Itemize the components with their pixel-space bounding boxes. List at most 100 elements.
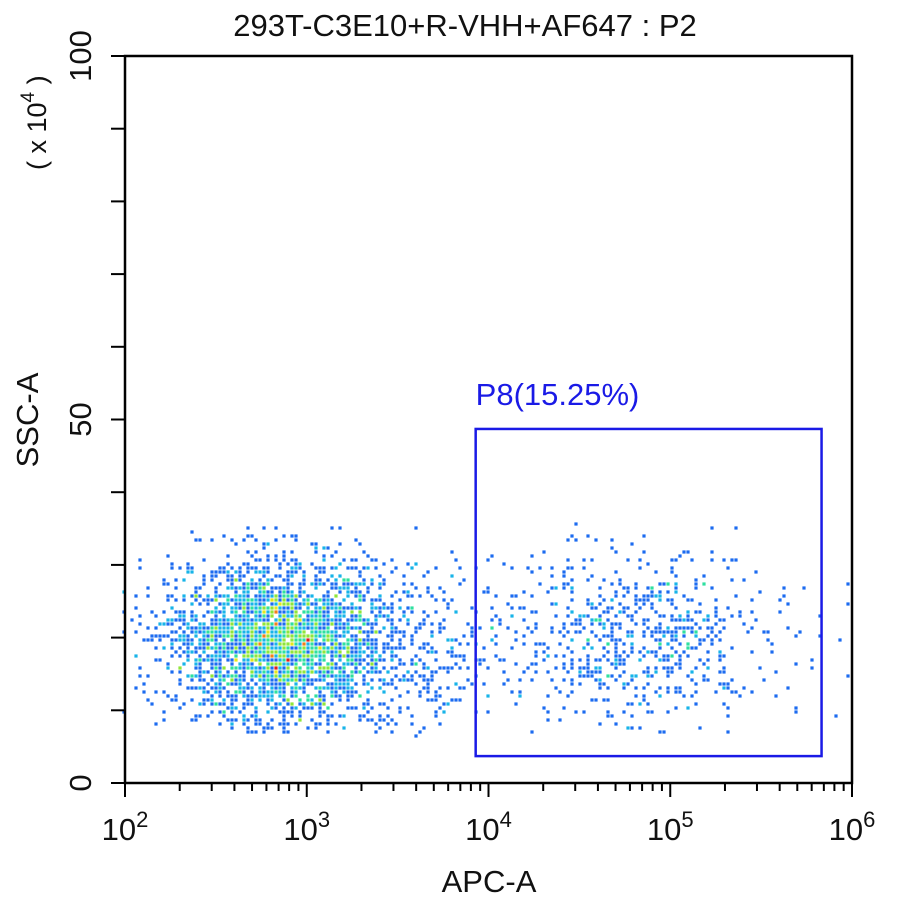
event-dot xyxy=(190,570,194,574)
event-dot xyxy=(686,618,690,622)
event-dot xyxy=(282,666,286,670)
event-dot xyxy=(266,626,270,630)
event-dot xyxy=(342,642,346,646)
event-dot xyxy=(250,670,254,674)
event-dot xyxy=(294,674,298,678)
event-dot xyxy=(202,678,206,682)
event-dot xyxy=(374,658,378,662)
event-dot xyxy=(342,610,346,614)
event-dot xyxy=(246,658,250,662)
event-dot xyxy=(338,694,342,698)
event-dot xyxy=(286,598,290,602)
event-dot xyxy=(274,682,278,686)
event-dot xyxy=(390,626,394,630)
event-dot xyxy=(566,614,570,618)
event-dot xyxy=(510,646,514,650)
event-dot xyxy=(286,594,290,598)
event-dot xyxy=(202,650,206,654)
event-dot xyxy=(310,642,314,646)
event-dot xyxy=(198,646,202,650)
event-dot xyxy=(694,634,698,638)
event-dot xyxy=(450,646,454,650)
event-dot xyxy=(274,586,278,590)
event-dot xyxy=(222,674,226,678)
event-dot xyxy=(586,670,590,674)
event-dot xyxy=(438,626,442,630)
event-dot xyxy=(554,666,558,670)
event-dot xyxy=(554,686,558,690)
event-dot xyxy=(594,658,598,662)
event-dot xyxy=(262,642,266,646)
event-dot xyxy=(158,658,162,662)
event-dot xyxy=(170,638,174,642)
event-dot xyxy=(278,710,282,714)
event-dot xyxy=(262,638,266,642)
event-dot xyxy=(346,638,350,642)
event-dot xyxy=(398,598,402,602)
event-dot xyxy=(182,614,186,618)
event-dot xyxy=(166,694,170,698)
event-dot xyxy=(194,666,198,670)
event-dot xyxy=(250,554,254,558)
event-dot xyxy=(342,582,346,586)
event-dot xyxy=(554,614,558,618)
event-dot xyxy=(334,582,338,586)
event-dot xyxy=(322,694,326,698)
event-dot xyxy=(486,558,490,562)
event-dot xyxy=(630,726,634,730)
event-dot xyxy=(674,582,678,586)
event-dot xyxy=(734,690,738,694)
event-dot xyxy=(138,558,142,562)
svg-text:( x 104 ): ( x 104 ) xyxy=(18,75,52,170)
event-dot xyxy=(646,598,650,602)
event-dot xyxy=(350,662,354,666)
event-dot xyxy=(194,586,198,590)
event-dot xyxy=(326,674,330,678)
event-dot xyxy=(226,670,230,674)
event-dot xyxy=(750,626,754,630)
event-dot xyxy=(242,666,246,670)
event-dot xyxy=(662,634,666,638)
event-dot xyxy=(326,718,330,722)
event-dot xyxy=(690,630,694,634)
event-dot xyxy=(586,638,590,642)
event-dot xyxy=(454,662,458,666)
event-dot xyxy=(278,654,282,658)
event-dot xyxy=(306,694,310,698)
event-dot xyxy=(234,542,238,546)
event-dot xyxy=(266,618,270,622)
event-dot xyxy=(270,678,274,682)
event-dot xyxy=(182,594,186,598)
event-dot xyxy=(250,622,254,626)
event-dot xyxy=(446,702,450,706)
event-dot xyxy=(230,718,234,722)
event-dot xyxy=(742,578,746,582)
event-dot xyxy=(426,586,430,590)
event-dot xyxy=(414,654,418,658)
event-dot xyxy=(270,698,274,702)
event-dot xyxy=(194,714,198,718)
event-dot xyxy=(330,650,334,654)
event-dot xyxy=(266,606,270,610)
event-dot xyxy=(310,542,314,546)
event-dot xyxy=(542,658,546,662)
event-dot xyxy=(246,618,250,622)
event-dot xyxy=(254,582,258,586)
event-dot xyxy=(234,642,238,646)
gate-p8[interactable] xyxy=(474,427,823,758)
event-dot xyxy=(262,670,266,674)
event-dot xyxy=(590,630,594,634)
event-dot xyxy=(478,658,482,662)
event-dot xyxy=(190,630,194,634)
event-dot xyxy=(546,694,550,698)
event-dot xyxy=(378,654,382,658)
event-dot xyxy=(238,570,242,574)
event-dot xyxy=(650,606,654,610)
event-dot xyxy=(358,590,362,594)
event-dot xyxy=(294,614,298,618)
event-dot xyxy=(630,650,634,654)
event-dot xyxy=(154,634,158,638)
event-dot xyxy=(610,626,614,630)
event-dot xyxy=(318,714,322,718)
